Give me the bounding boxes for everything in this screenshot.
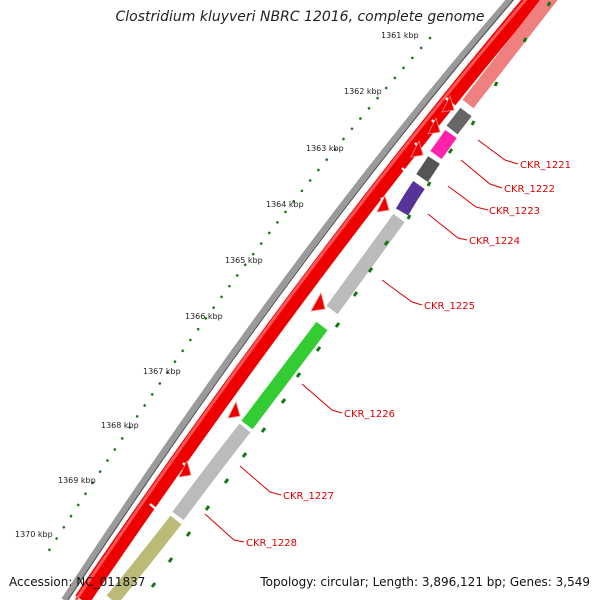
- scale-label-1365: 1365 kbp: [225, 256, 263, 265]
- leader-ckr-1228: [204, 513, 245, 543]
- leader-ckr-1224: [427, 213, 468, 241]
- gene-label-ckr-1224: CKR_1224: [469, 236, 520, 247]
- leader-ckr-1221: [477, 139, 519, 165]
- forward-strand-highlight: [74, 0, 528, 600]
- scale-label-1363: 1363 kbp: [306, 144, 344, 153]
- gene-label-ckr-1221: CKR_1221: [520, 160, 571, 171]
- leader-ckr-1223: [447, 185, 489, 211]
- minor-ticks: [150, 1, 552, 588]
- accession-text: Accession: NC_011837: [9, 575, 146, 589]
- gene-ckr-1224-segment: [395, 181, 425, 216]
- gene-ckr-1226-segment: [241, 321, 328, 430]
- scale-label-1369: 1369 kbp: [58, 476, 96, 485]
- scale-label-1368: 1368 kbp: [101, 421, 139, 430]
- scale-label-1361: 1361 kbp: [381, 31, 419, 40]
- leader-ckr-1226: [301, 383, 343, 414]
- gene-leader-lines: [204, 139, 519, 543]
- gene-ckr-1221-segment: [462, 0, 558, 109]
- genome-summary-text: Topology: circular; Length: 3,896,121 bp…: [260, 575, 590, 589]
- gene-ckr-1223-segment: [416, 156, 440, 183]
- gene-label-ckr-1226: CKR_1226: [344, 409, 395, 420]
- genome-backbone: [61, 0, 514, 600]
- scale-label-1370: 1370 kbp: [15, 530, 53, 539]
- gene-ckr-1228-segment: [106, 515, 182, 600]
- gene-ckr-1222b-segment: [430, 129, 457, 160]
- forward-strand-track: [75, 0, 543, 600]
- scale-label-1362: 1362 kbp: [344, 87, 382, 96]
- gene-label-ckr-1223: CKR_1223: [489, 206, 540, 217]
- scale-label-1366: 1366 kbp: [185, 312, 223, 321]
- forward-gene-arrowheads: [178, 94, 455, 478]
- reverse-strand-genes: [106, 0, 558, 600]
- gene-ckr-1225-segment: [326, 213, 405, 315]
- gene-ckr-1227-segment: [172, 423, 251, 521]
- scale-labels: 1361 kbp 1362 kbp 1363 kbp 1364 kbp 1365…: [15, 31, 419, 539]
- leader-ckr-1222: [460, 159, 503, 189]
- scale-label-1367: 1367 kbp: [143, 367, 181, 376]
- gene-label-ckr-1228: CKR_1228: [246, 538, 297, 549]
- gene-label-ckr-1222: CKR_1222: [504, 184, 555, 195]
- scale-dotted-ring: [46, 36, 432, 554]
- gene-ckr-1222a-segment: [446, 107, 472, 135]
- gene-label-ckr-1227: CKR_1227: [283, 491, 334, 502]
- leader-ckr-1227: [239, 465, 282, 496]
- gene-label-ckr-1225: CKR_1225: [424, 301, 475, 312]
- genome-backbone-shadow: [67, 0, 515, 600]
- scale-label-1364: 1364 kbp: [266, 200, 304, 209]
- genome-title: Clostridium kluyveri NBRC 12016, complet…: [115, 9, 485, 25]
- forward-gene-separators: [149, 97, 459, 515]
- gene-labels: CKR_1221 CKR_1222 CKR_1223 CKR_1224 CKR_…: [246, 160, 571, 549]
- leader-ckr-1225: [381, 279, 423, 306]
